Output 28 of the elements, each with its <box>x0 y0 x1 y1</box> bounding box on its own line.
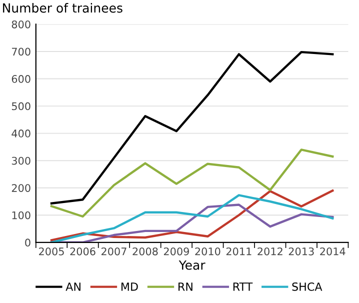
legend-label: AN <box>66 282 80 291</box>
y-tick-label: 400 <box>12 130 30 138</box>
x-tick-label: 2012 <box>258 247 282 256</box>
x-tick-label: 2008 <box>132 247 158 256</box>
y-tick-label: 500 <box>12 102 30 110</box>
x-tick-label: 2013 <box>288 247 314 256</box>
y-tick-label: 200 <box>12 184 30 192</box>
y-axis-title: Number of trainees <box>3 3 122 13</box>
y-tick-label: 0 <box>25 238 30 247</box>
x-tick-label: 2014 <box>320 247 346 256</box>
y-tick-label: 700 <box>12 48 30 56</box>
x-axis-title: Year <box>178 260 206 270</box>
x-tick-label: 2011 <box>226 247 252 256</box>
line-series <box>50 50 334 205</box>
x-tick-label: 2009 <box>164 247 189 256</box>
y-tick-label: 800 <box>12 20 30 28</box>
x-tick-label: 2005 <box>39 247 64 256</box>
legend-label: RTT <box>233 282 253 291</box>
x-tick-label: 2007 <box>101 247 126 256</box>
line-series <box>50 148 334 218</box>
x-tick-label: 2006 <box>70 247 96 256</box>
y-tick-label: 300 <box>12 156 30 165</box>
legend-label: MD <box>121 282 138 291</box>
y-tick-label: 600 <box>12 75 30 83</box>
y-tick-label: 100 <box>12 211 30 220</box>
x-tick-label: 2010 <box>195 247 220 256</box>
legend-label: SHCA <box>292 282 322 291</box>
legend-label: RN <box>178 282 192 291</box>
